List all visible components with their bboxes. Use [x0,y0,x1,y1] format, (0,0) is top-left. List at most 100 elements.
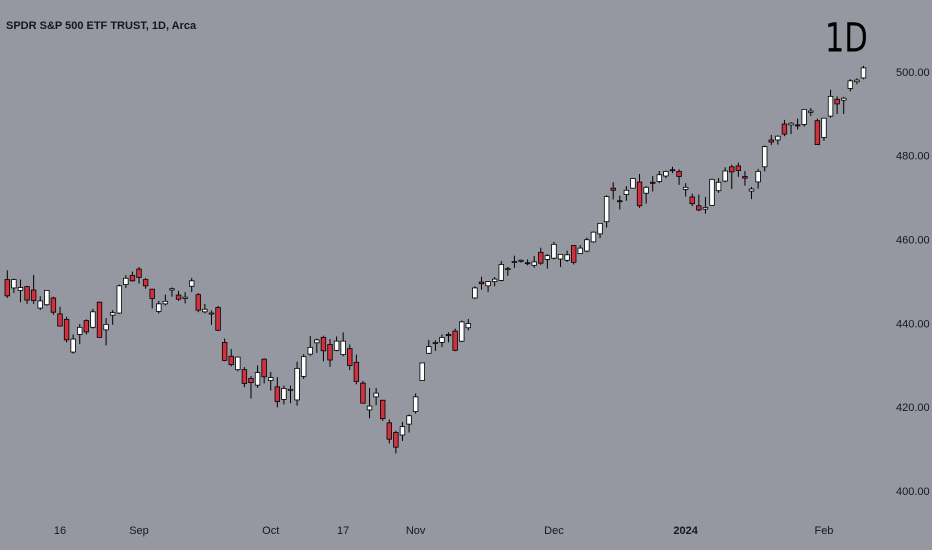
candle-body [96,301,103,338]
candle-body [511,261,518,263]
candle-body [788,122,794,126]
candle-body [814,120,821,145]
candle-body [254,372,261,386]
candle-body [827,95,834,117]
y-tick-label: 460.00 [896,234,930,246]
candle-body [195,294,201,311]
candle-body [327,344,333,361]
candle-body [11,279,17,289]
candle-body [439,336,445,343]
candle-body [221,341,228,361]
candle-body [274,386,281,402]
candle-body [149,288,155,299]
candle-body [617,200,623,203]
candle-body [847,80,854,89]
candle-body [103,323,109,331]
candle-body [775,135,781,141]
candle-body [735,165,742,171]
candle-body [452,330,458,351]
candle-body [544,255,551,260]
candle-body [333,340,340,351]
candle-body [44,290,50,306]
candle-body [136,268,142,278]
candle-body [696,205,702,211]
candle-body [551,243,557,259]
chart-title: SPDR S&P 500 ETF TRUST, 1D, Arca [6,20,197,32]
candle-body [854,79,860,83]
candle-body [347,348,353,366]
candle-body [70,338,76,353]
y-tick-label: 440.00 [896,318,930,330]
candle-body [834,98,840,105]
candle-body [491,278,498,283]
candle-body [663,171,669,177]
candle-body [419,362,425,381]
candle-body [781,123,788,135]
candle-body [393,432,399,448]
candle-body [748,188,755,192]
candle-body [531,261,537,266]
candle-body [636,181,643,207]
candle-body [656,174,663,182]
candle-body [808,110,814,113]
candle-body [742,176,748,179]
candle-body [689,196,695,205]
candle-body [37,300,43,309]
candle-body [300,356,307,377]
candle-body [498,264,504,281]
candle-body [445,334,452,337]
candle-body [485,281,491,287]
candle-body [228,355,234,366]
y-tick-label: 500.00 [896,67,930,79]
candle-body [63,318,70,341]
candle-body [761,146,768,168]
candle-body [77,326,83,335]
candle-body [248,378,254,384]
x-tick-label: 2024 [673,525,698,537]
candle-body [603,196,610,223]
candle-body [643,186,649,194]
candle-body [340,340,346,355]
candle-body [650,181,656,184]
candle-body [208,312,215,315]
candle-body [669,169,676,172]
candle-body [524,262,531,265]
candle-body [841,97,847,101]
candle-body [722,170,728,182]
candle-body [584,239,590,252]
candle-body [189,280,195,287]
x-tick-label: 17 [337,525,349,537]
candle-body [294,367,300,401]
candle-body [156,303,162,312]
candle-body [30,289,37,301]
candle-body [459,321,465,342]
candle-body [320,336,327,352]
candle-body [182,296,188,299]
candle-body [432,341,439,344]
candle-body [235,356,241,371]
candle-body [597,222,603,235]
candle-body [755,171,761,183]
candle-body [162,300,169,305]
candle-body [123,277,129,285]
candle-body [281,388,287,400]
candle-body [557,253,564,260]
candle-body [202,308,208,313]
candle-body [715,181,722,192]
candle-body [215,307,221,331]
candle-body [380,399,386,420]
x-tick-label: Dec [544,525,564,537]
candle-body [287,388,294,391]
candle-body [241,369,248,384]
candle-body [412,396,419,412]
candle-body [169,288,175,291]
candle-body [630,178,636,189]
candle-body [472,287,478,299]
candle-body [360,382,366,404]
y-tick-label: 480.00 [896,151,930,163]
candle-body [129,274,136,282]
candle-body [577,247,583,254]
candle-body [538,251,544,264]
